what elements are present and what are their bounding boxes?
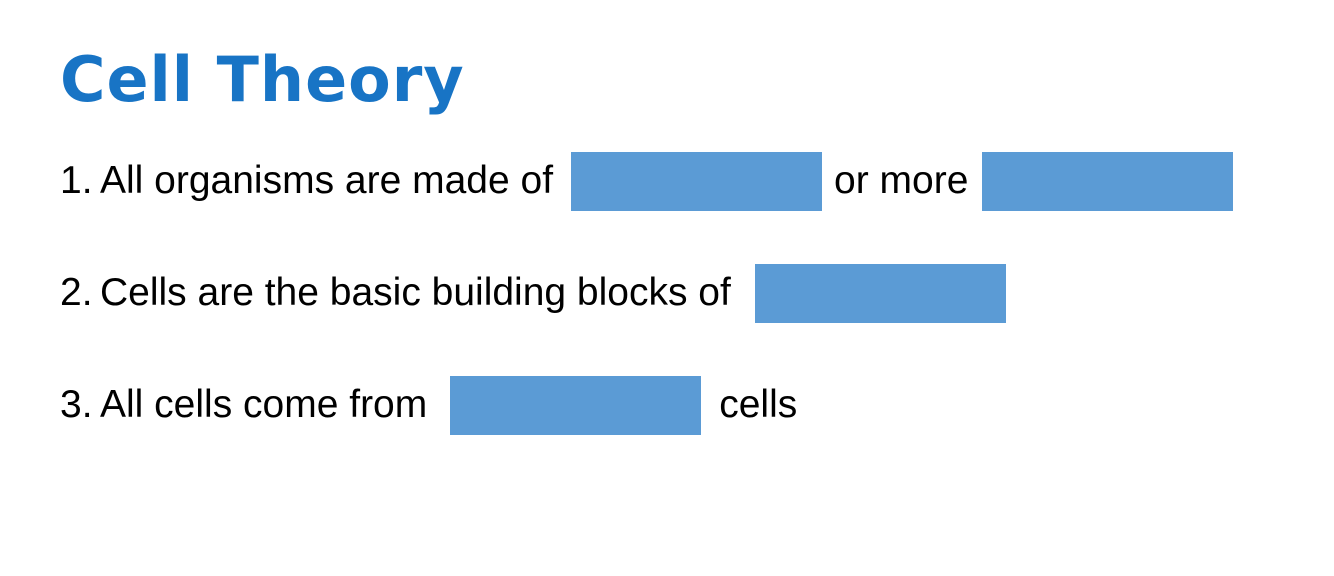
answer-blank — [571, 151, 823, 211]
page-title: Cell Theory — [60, 43, 465, 116]
item-text: All cells come from — [100, 383, 428, 426]
item-text: or more — [834, 159, 969, 202]
answer-blank — [754, 263, 1006, 323]
item-text: cells — [719, 383, 798, 426]
item-number: 1. — [60, 159, 93, 202]
item-number: 3. — [60, 383, 93, 426]
item-number: 2. — [60, 271, 93, 314]
answer-blank — [450, 375, 702, 435]
list-item: 1. All organisms are made of or more — [60, 151, 1234, 211]
item-text: Cells are the basic building blocks of — [100, 271, 731, 314]
item-text: All organisms are made of — [100, 159, 554, 202]
list-item: 2. Cells are the basic building blocks o… — [60, 263, 1006, 323]
answer-blank — [982, 151, 1234, 211]
list-item: 3. All cells come from cells — [60, 375, 797, 435]
